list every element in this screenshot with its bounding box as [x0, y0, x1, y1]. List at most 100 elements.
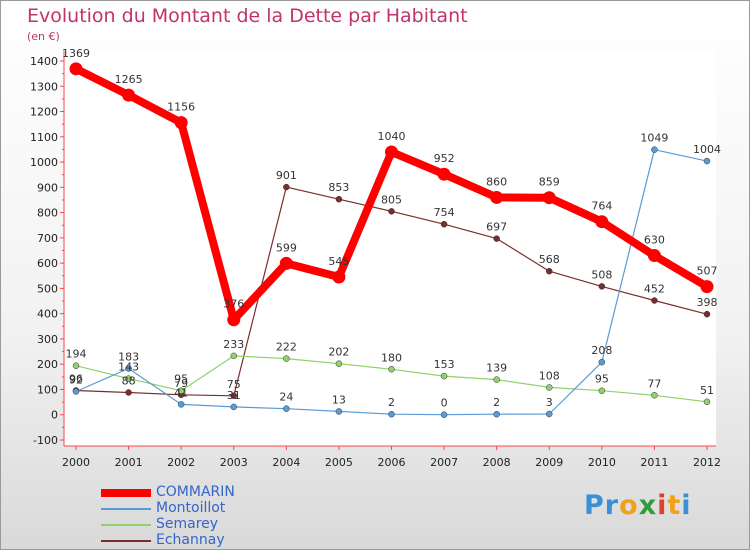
data-point: [490, 190, 504, 204]
y-tick-label: -100: [33, 434, 58, 447]
data-label: 92: [69, 373, 83, 386]
data-point: [703, 310, 711, 318]
data-label: 859: [539, 176, 560, 189]
data-point: [546, 267, 553, 275]
data-point: [440, 220, 448, 228]
proxiti-logo: Proxiti: [584, 490, 692, 521]
data-point: [651, 392, 658, 399]
logo-letter: x: [638, 490, 658, 521]
data-label: 1265: [115, 73, 143, 86]
y-tick-label: 200: [37, 358, 58, 371]
x-tick-label: 2002: [167, 456, 195, 469]
logo-letter: o: [619, 490, 639, 521]
x-tick-label: 2012: [693, 456, 721, 469]
data-point: [598, 283, 606, 290]
data-label: 545: [328, 255, 349, 268]
x-tick-label: 2008: [483, 456, 511, 469]
data-point: [388, 208, 395, 215]
chart-unit-label: (en €): [27, 30, 60, 43]
y-tick-label: 1300: [30, 80, 58, 93]
data-label: 79: [174, 377, 188, 390]
x-tick-label: 2000: [62, 456, 90, 469]
y-tick-label: 900: [37, 181, 58, 194]
data-label: 143: [118, 361, 139, 374]
data-point: [440, 411, 448, 418]
data-point: [388, 410, 395, 418]
data-point: [703, 157, 711, 165]
x-tick-label: 2007: [430, 456, 458, 469]
y-tick-label: 1400: [30, 55, 58, 68]
data-point: [493, 376, 500, 383]
data-label: 630: [644, 234, 665, 247]
data-point: [72, 388, 80, 395]
legend-swatch: [101, 489, 151, 497]
y-tick-label: 600: [37, 257, 58, 270]
data-label: 754: [434, 206, 455, 219]
legend-label: Montoillot: [156, 500, 226, 516]
data-point: [703, 398, 711, 406]
data-point: [651, 146, 658, 153]
data-point: [647, 249, 661, 263]
data-label: 208: [591, 344, 612, 357]
data-point: [332, 270, 346, 284]
data-label: 853: [328, 181, 349, 194]
data-label: 1004: [693, 143, 721, 156]
y-tick-label: 800: [37, 207, 58, 220]
x-tick-label: 2001: [115, 456, 143, 469]
data-point: [595, 215, 609, 229]
legend-swatch: [101, 540, 151, 542]
y-tick-label: 1000: [30, 156, 58, 169]
x-tick-label: 2011: [640, 456, 668, 469]
chart-title: Evolution du Montant de la Dette par Hab…: [27, 5, 468, 27]
x-tick-label: 2010: [588, 456, 616, 469]
x-tick-label: 2003: [220, 456, 248, 469]
data-label: 805: [381, 193, 402, 206]
data-label: 202: [328, 346, 349, 359]
data-label: 108: [539, 369, 560, 382]
legend-swatch: [101, 508, 151, 510]
data-point: [598, 387, 606, 394]
data-label: 139: [486, 362, 507, 375]
data-label: 3: [546, 396, 553, 409]
data-label: 183: [118, 350, 139, 363]
data-label: 860: [486, 175, 507, 188]
x-tick-label: 2006: [378, 456, 406, 469]
data-point: [125, 389, 132, 396]
data-label: 51: [700, 384, 714, 397]
data-label: 233: [223, 338, 244, 351]
data-label: 507: [697, 265, 718, 278]
y-tick-label: 700: [37, 232, 58, 245]
data-label: 1156: [167, 101, 195, 114]
data-label: 31: [227, 389, 241, 402]
data-label: 1049: [640, 132, 668, 145]
data-point: [125, 375, 132, 382]
data-label: 0: [441, 397, 448, 410]
data-label: 88: [122, 374, 136, 387]
data-point: [542, 191, 556, 205]
data-point: [335, 195, 343, 203]
data-label: 153: [434, 358, 455, 371]
data-point: [385, 145, 398, 159]
logo-letter: i: [681, 490, 692, 521]
data-label: 952: [434, 152, 455, 165]
legend-label: Echannay: [156, 532, 225, 548]
data-label: 1040: [378, 130, 406, 143]
y-tick-label: 500: [37, 282, 58, 295]
data-point: [700, 280, 714, 294]
data-label: 599: [276, 241, 297, 254]
legend-swatch: [101, 524, 151, 526]
y-tick-label: 1200: [30, 106, 58, 119]
data-label: 452: [644, 283, 665, 296]
data-point: [493, 410, 500, 418]
data-point: [283, 355, 290, 362]
logo-letter: P: [584, 490, 605, 521]
data-label: 764: [591, 200, 612, 213]
data-label: 697: [486, 221, 507, 234]
data-point: [283, 183, 290, 191]
data-point: [177, 401, 185, 408]
data-label: 2: [493, 396, 500, 409]
data-label: 77: [647, 377, 661, 390]
data-point: [546, 410, 553, 418]
data-label: 96: [69, 372, 83, 385]
